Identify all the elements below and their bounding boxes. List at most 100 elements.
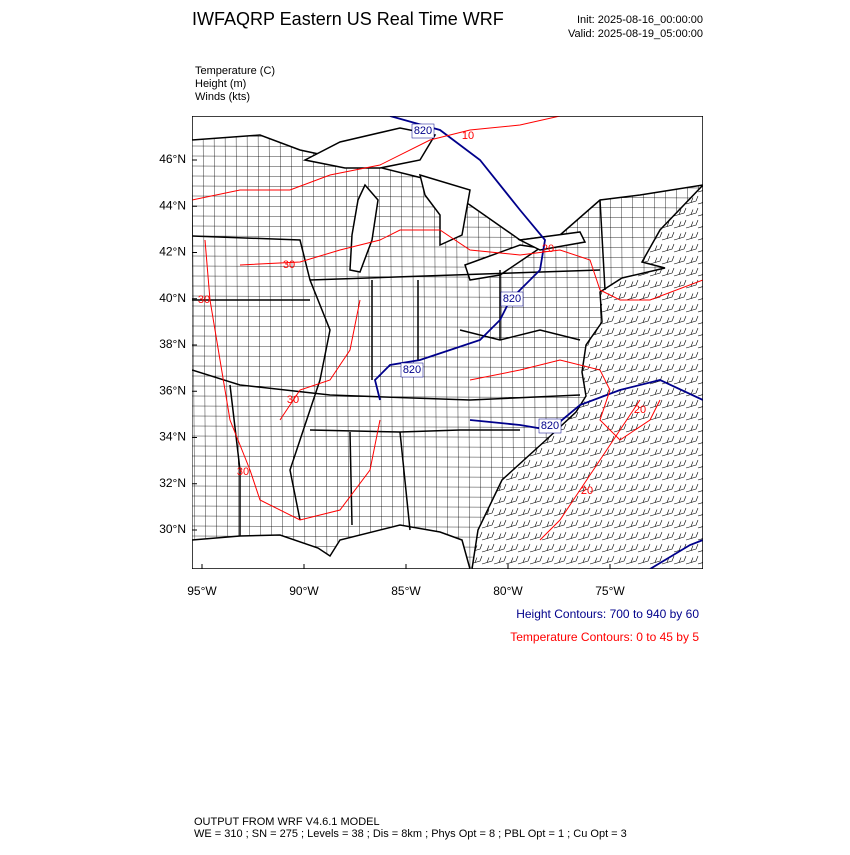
wind-barb [697, 423, 703, 433]
field-label: Winds (kts) [195, 91, 250, 103]
wind-barb [625, 375, 639, 385]
wind-barb [601, 483, 615, 493]
wind-barb [649, 279, 663, 289]
wind-barb [577, 483, 591, 493]
wind-barb [589, 411, 603, 421]
wind-barb [649, 459, 663, 469]
wind-barb [577, 555, 591, 565]
wind-barb [649, 339, 663, 349]
lat-label: 36°N [159, 383, 186, 397]
wind-barb [673, 339, 687, 349]
wind-barb [493, 555, 507, 565]
wind-barb [673, 243, 687, 253]
wind-barb [589, 507, 603, 517]
wind-barb [505, 519, 519, 529]
wind-barb [625, 447, 639, 457]
county-line [323, 116, 328, 569]
wind-barb [553, 435, 567, 445]
wind-barb [661, 483, 675, 493]
wind-barb [589, 423, 603, 433]
wind-barb [625, 303, 639, 313]
title: IWFAQRP Eastern US Real Time WRF [192, 9, 504, 29]
wind-barb [613, 555, 627, 565]
county-line [345, 116, 350, 569]
wind-barb [589, 519, 603, 529]
wind-barb [637, 543, 651, 553]
wind-barb [589, 543, 603, 553]
wind-barb [685, 219, 699, 229]
wind-barb [685, 291, 699, 301]
wind-barb [649, 543, 663, 553]
lat-label: 32°N [159, 476, 186, 490]
wind-barb [625, 519, 639, 529]
temperature-legend: Temperature Contours: 0 to 45 by 5 [510, 630, 699, 644]
wind-barb [697, 363, 703, 373]
wind-barb [577, 495, 591, 505]
wind-barb [601, 543, 615, 553]
wind-barb [553, 531, 567, 541]
wind-barb [685, 507, 699, 517]
wind-barb [649, 411, 663, 421]
wind-barb [673, 363, 687, 373]
wind-barb [697, 447, 703, 457]
lat-label: 44°N [159, 198, 186, 212]
wind-barb [589, 375, 603, 385]
wind-barb [589, 327, 603, 337]
wind-barb [625, 543, 639, 553]
wind-barb [673, 423, 687, 433]
wind-barb [565, 531, 579, 541]
county-line [334, 116, 339, 569]
wind-barb [517, 519, 531, 529]
height-contour-label: 820 [541, 420, 559, 432]
wind-barb [541, 459, 555, 469]
wind-barb [625, 327, 639, 337]
wind-barb [685, 195, 699, 205]
county-line [312, 116, 317, 569]
wind-barb [481, 531, 495, 541]
wind-barb [649, 435, 663, 445]
wind-barb [673, 507, 687, 517]
wind-barb [553, 543, 567, 553]
wind-barb [685, 399, 699, 409]
wind-barb [613, 399, 627, 409]
wind-barb [661, 279, 675, 289]
wind-barb [673, 327, 687, 337]
wind-barb [649, 495, 663, 505]
wind-barb [613, 483, 627, 493]
wind-barb [601, 327, 615, 337]
wind-barb [685, 411, 699, 421]
wind-barb [625, 411, 639, 421]
county-line [192, 265, 703, 269]
wind-barb [697, 375, 703, 385]
wind-barb [661, 543, 675, 553]
init-time: Init: 2025-08-16_00:00:00 [577, 14, 703, 26]
wind-barb [625, 291, 639, 301]
wind-barb [649, 471, 663, 481]
wind-barb [589, 447, 603, 457]
footer-settings: WE = 310 ; SN = 275 ; Levels = 38 ; Dis … [194, 828, 627, 840]
wind-barb [673, 231, 687, 241]
wind-barb [481, 543, 495, 553]
wind-barb [697, 555, 703, 565]
wind-barb [505, 495, 519, 505]
wind-barb [517, 459, 531, 469]
wind-barb [685, 207, 699, 217]
wind-barb [589, 399, 603, 409]
wind-barb [613, 327, 627, 337]
wind-barb [697, 543, 703, 553]
wind-barb [613, 519, 627, 529]
wind-barb [637, 279, 651, 289]
wind-barb [529, 555, 543, 565]
wind-barb [529, 483, 543, 493]
wind-barb [505, 531, 519, 541]
wind-barb [565, 459, 579, 469]
wind-barb [553, 495, 567, 505]
wind-barb [685, 231, 699, 241]
wind-barb [685, 315, 699, 325]
wind-barb [685, 531, 699, 541]
wind-barb [613, 543, 627, 553]
wind-barb [541, 447, 555, 457]
temperature-contour-label: 10 [462, 130, 474, 142]
wind-barb [661, 471, 675, 481]
wind-barb [661, 411, 675, 421]
